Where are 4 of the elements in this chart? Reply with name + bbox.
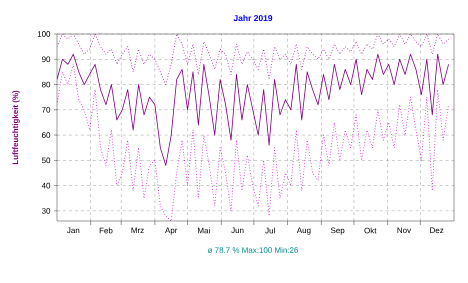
- chart-title: Jahr 2019: [234, 14, 272, 22]
- line-series: [57, 64, 449, 221]
- line-series: [57, 34, 449, 85]
- line-series: [57, 54, 449, 166]
